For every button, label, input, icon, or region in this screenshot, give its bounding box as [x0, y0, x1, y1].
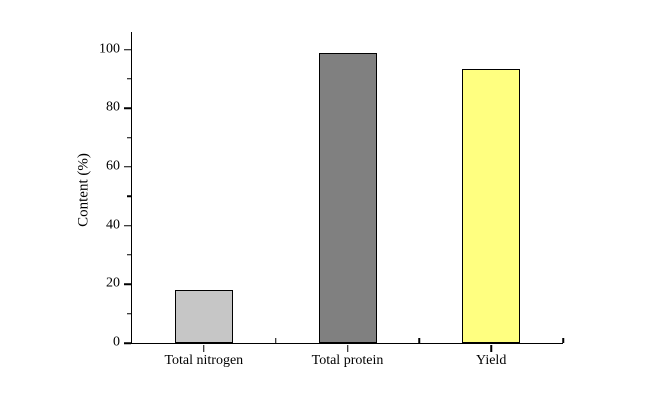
- x-axis-boundary-tick: [562, 338, 564, 343]
- y-axis-minor-tick: [127, 78, 131, 80]
- x-axis-boundary-tick: [418, 338, 421, 343]
- y-axis-minor-tick: [127, 136, 131, 139]
- y-axis-major-tick: [124, 283, 131, 286]
- y-axis-tick-label: 60: [106, 158, 120, 174]
- y-axis-minor-tick: [127, 195, 131, 198]
- y-axis-minor-tick: [127, 312, 131, 315]
- bar-yield: [462, 68, 521, 343]
- bar-total-protein: [318, 52, 377, 343]
- x-category-label: Total protein: [311, 353, 384, 368]
- x-category-label: Yield: [475, 353, 507, 368]
- x-axis-major-tick: [346, 344, 349, 352]
- x-axis-major-tick: [203, 344, 205, 352]
- bar-total-nitrogen: [174, 290, 233, 343]
- y-axis-title: Content (%): [75, 153, 92, 227]
- y-axis-tick-label: 20: [106, 276, 120, 292]
- y-axis-minor-tick: [127, 254, 131, 256]
- y-axis-tick-label: 40: [106, 217, 120, 233]
- y-axis-tick-label: 0: [113, 334, 120, 350]
- y-axis-tick-label: 80: [106, 100, 120, 116]
- x-axis-major-tick: [490, 344, 492, 352]
- y-axis-major-tick: [124, 342, 131, 344]
- y-axis-major-tick: [124, 166, 131, 168]
- y-axis-major-tick: [124, 224, 131, 227]
- y-axis-major-tick: [124, 107, 131, 110]
- y-axis-major-tick: [124, 48, 131, 51]
- plot-area: 0 20 40 60 80 100 Total nitrogen Total protein Y…: [99, 32, 564, 368]
- x-axis-boundary-tick: [274, 338, 277, 343]
- x-category-label: Total nitrogen: [164, 353, 244, 368]
- y-axis-tick-label: 100: [99, 41, 120, 57]
